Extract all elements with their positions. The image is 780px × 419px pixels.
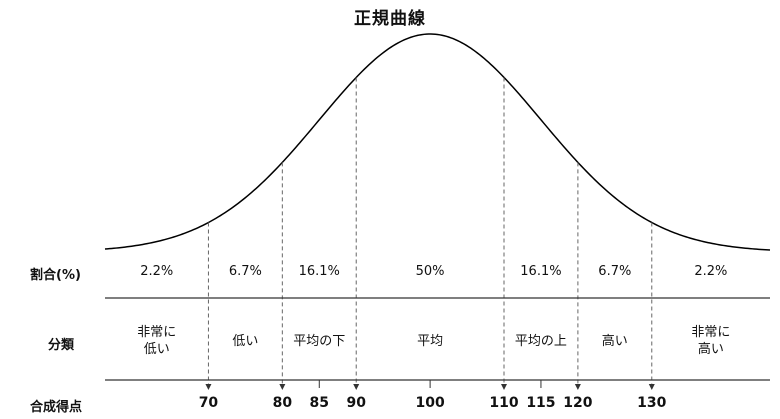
tick-label-100: 100: [415, 395, 445, 411]
category-cell: 低い: [208, 333, 282, 350]
category-cell: 平均の上: [504, 333, 578, 350]
score-row-label: 合成得点: [30, 400, 83, 415]
ratio-cell: 6.7%: [598, 264, 632, 279]
tick-arrow-130: [648, 384, 655, 390]
tick-arrow-80: [279, 384, 286, 390]
category-row-label: 分類: [48, 338, 75, 353]
ratio-cell: 2.2%: [140, 264, 174, 279]
category-line: 低い: [232, 334, 259, 349]
category-line: 高い: [601, 334, 628, 349]
normal-curve: [104, 33, 771, 251]
ratio-cell: 2.2%: [694, 264, 728, 279]
tick-arrow-120: [574, 384, 581, 390]
score-axis-ticks: [205, 380, 655, 390]
category-line: 非常に: [691, 325, 731, 340]
tick-label-70: 70: [198, 395, 219, 411]
category-cell: 非常に 高い: [652, 324, 770, 358]
tick-label-80: 80: [272, 395, 293, 411]
category-cell: 高い: [578, 333, 652, 350]
ratio-cell: 50%: [415, 264, 445, 279]
category-line: 高い: [697, 342, 724, 357]
category-cell: 平均: [356, 333, 504, 350]
tick-label-115: 115: [526, 395, 556, 411]
tick-label-110: 110: [489, 395, 519, 411]
category-line: 平均: [417, 334, 444, 349]
tick-label-90: 90: [346, 395, 366, 411]
category-cell: 平均の下: [282, 333, 356, 350]
boundary-dashed-lines: [207, 77, 653, 384]
category-line: 平均の上: [514, 334, 567, 349]
tick-arrow-90: [353, 384, 360, 390]
ratio-row-label: 割合(%): [30, 268, 81, 283]
category-line: 平均の下: [293, 334, 346, 349]
tick-label-130: 130: [637, 395, 667, 411]
tick-arrow-70: [205, 384, 212, 390]
ratio-cell: 6.7%: [228, 264, 262, 279]
tick-label-85: 85: [309, 395, 329, 411]
tick-arrow-110: [501, 384, 507, 390]
category-cell: 非常に 低い: [105, 324, 208, 358]
ratio-cell: 16.1%: [298, 264, 340, 279]
tick-label-120: 120: [563, 395, 593, 411]
diagram-title: 正規曲線: [354, 9, 426, 29]
ratio-cell: 16.1%: [520, 264, 562, 279]
category-line: 低い: [143, 342, 170, 357]
category-line: 非常に: [137, 325, 177, 340]
